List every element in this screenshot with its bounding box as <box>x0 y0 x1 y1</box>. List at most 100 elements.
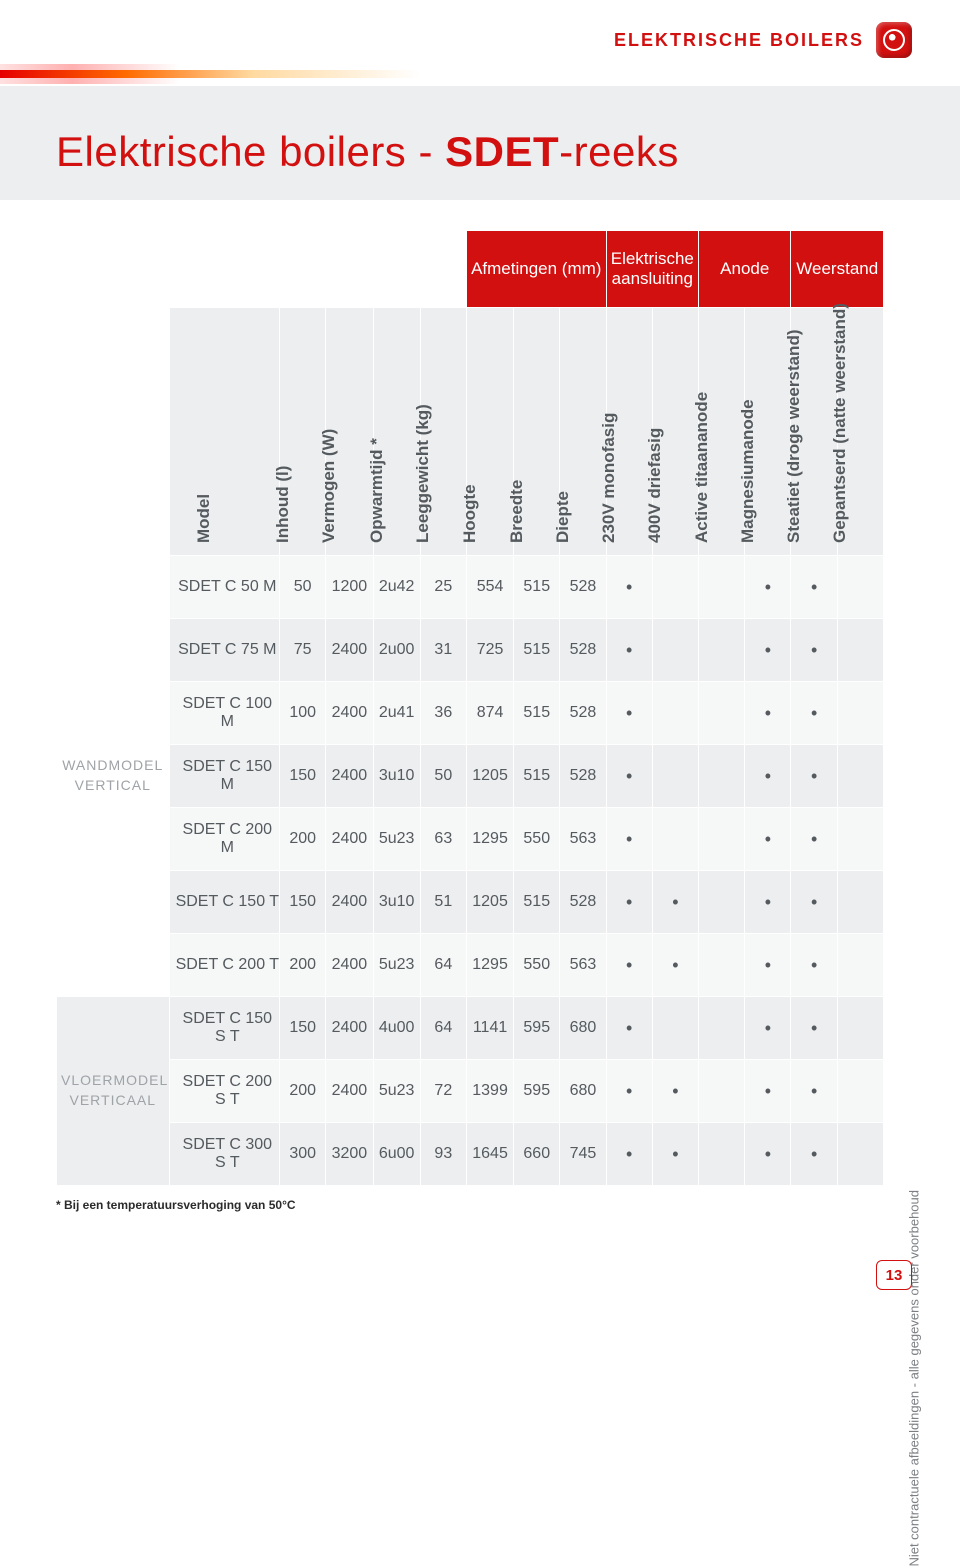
value-cell: 64 <box>420 997 466 1060</box>
value-cell: • <box>745 1060 791 1123</box>
group-header-cell: Weerstand <box>791 231 884 308</box>
table-row: SDET C 75 M7524002u0031725515528••• <box>57 619 884 682</box>
value-cell: • <box>652 934 698 997</box>
value-cell: 550 <box>514 934 560 997</box>
value-cell: 36 <box>420 682 466 745</box>
value-cell: • <box>745 682 791 745</box>
value-cell: 3u10 <box>373 871 420 934</box>
table-row: SDET C 150 M15024003u10501205515528••• <box>57 745 884 808</box>
value-cell <box>837 997 883 1060</box>
value-cell <box>837 1123 883 1186</box>
col-header: Gepantserd (natte weerstand) <box>837 308 883 556</box>
value-cell: 93 <box>420 1123 466 1186</box>
value-cell: • <box>606 1060 652 1123</box>
value-cell <box>837 619 883 682</box>
table-row: SDET C 100 M10024002u4136874515528••• <box>57 682 884 745</box>
value-cell: • <box>606 934 652 997</box>
value-cell: 528 <box>560 682 606 745</box>
value-cell: 2400 <box>326 1060 373 1123</box>
value-cell: 1295 <box>466 808 513 871</box>
col-header-spacer <box>57 308 170 556</box>
category-cell: VLOERMODELVERTICAAL <box>57 997 170 1186</box>
value-cell: 528 <box>560 745 606 808</box>
spec-table: Afmetingen (mm) Elektrische aansluiting … <box>56 230 884 1186</box>
value-cell <box>837 682 883 745</box>
value-cell: 2400 <box>326 682 373 745</box>
value-cell: 515 <box>514 745 560 808</box>
header-badge-text: ELEKTRISCHE BOILERS <box>614 30 864 51</box>
group-header-cell: Elektrische aansluiting <box>606 231 698 308</box>
value-cell: • <box>745 745 791 808</box>
value-cell <box>652 808 698 871</box>
title-suffix: -reeks <box>559 128 679 175</box>
title-bold: SDET <box>445 128 559 175</box>
value-cell: 745 <box>560 1123 606 1186</box>
value-cell: 200 <box>280 808 326 871</box>
value-cell <box>699 619 745 682</box>
category-cell: WANDMODELVERTICAL <box>57 556 170 997</box>
value-cell: 2400 <box>326 808 373 871</box>
side-disclaimer: Niet contractuele afbeeldingen - alle ge… <box>907 1190 922 1567</box>
value-cell: 2400 <box>326 745 373 808</box>
model-cell: SDET C 150 T <box>169 871 280 934</box>
model-cell: SDET C 75 M <box>169 619 280 682</box>
value-cell: • <box>745 871 791 934</box>
value-cell: 5u23 <box>373 1060 420 1123</box>
value-cell: • <box>606 556 652 619</box>
value-cell: 1200 <box>326 556 373 619</box>
value-cell <box>652 682 698 745</box>
value-cell <box>699 1060 745 1123</box>
model-cell: SDET C 100 M <box>169 682 280 745</box>
value-cell <box>837 556 883 619</box>
value-cell: 1141 <box>466 997 513 1060</box>
value-cell <box>699 871 745 934</box>
value-cell: 5u23 <box>373 808 420 871</box>
value-cell <box>837 745 883 808</box>
table-footnote: * Bij een temperatuursverhoging van 50°C <box>56 1198 296 1212</box>
value-cell: 75 <box>280 619 326 682</box>
value-cell <box>652 619 698 682</box>
value-cell: • <box>745 1123 791 1186</box>
value-cell: 2u00 <box>373 619 420 682</box>
group-header-row: Afmetingen (mm) Elektrische aansluiting … <box>57 231 884 308</box>
value-cell: 2400 <box>326 934 373 997</box>
value-cell: 51 <box>420 871 466 934</box>
value-cell: 874 <box>466 682 513 745</box>
value-cell: • <box>745 556 791 619</box>
value-cell <box>699 745 745 808</box>
value-cell: 2400 <box>326 619 373 682</box>
value-cell: 660 <box>514 1123 560 1186</box>
value-cell: • <box>791 745 837 808</box>
value-cell: 2u42 <box>373 556 420 619</box>
value-cell: • <box>745 808 791 871</box>
value-cell: 563 <box>560 934 606 997</box>
table-row: SDET C 150 T15024003u10511205515528•••• <box>57 871 884 934</box>
value-cell: • <box>652 1123 698 1186</box>
value-cell: 2u41 <box>373 682 420 745</box>
value-cell: • <box>791 619 837 682</box>
col-header: Vermogen (W) <box>326 308 373 556</box>
model-cell: SDET C 150 M <box>169 745 280 808</box>
value-cell: 680 <box>560 1060 606 1123</box>
value-cell: 515 <box>514 556 560 619</box>
model-cell: SDET C 200 S T <box>169 1060 280 1123</box>
value-cell: 528 <box>560 556 606 619</box>
value-cell: 2400 <box>326 997 373 1060</box>
value-cell <box>699 682 745 745</box>
value-cell <box>837 808 883 871</box>
model-cell: SDET C 50 M <box>169 556 280 619</box>
value-cell: • <box>606 1123 652 1186</box>
value-cell: 5u23 <box>373 934 420 997</box>
value-cell <box>699 997 745 1060</box>
value-cell: 200 <box>280 1060 326 1123</box>
value-cell: 725 <box>466 619 513 682</box>
value-cell: 1399 <box>466 1060 513 1123</box>
value-cell: 100 <box>280 682 326 745</box>
value-cell <box>699 934 745 997</box>
value-cell <box>699 1123 745 1186</box>
value-cell: • <box>606 682 652 745</box>
water-drop-icon <box>876 22 912 58</box>
value-cell: • <box>606 871 652 934</box>
value-cell: 150 <box>280 871 326 934</box>
model-cell: SDET C 300 S T <box>169 1123 280 1186</box>
